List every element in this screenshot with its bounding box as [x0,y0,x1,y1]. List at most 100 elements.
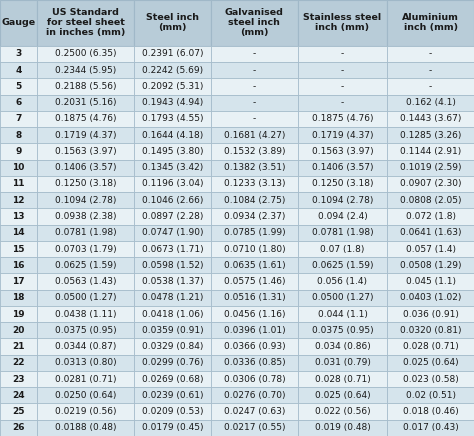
Bar [387,241,474,257]
Bar [37,306,134,322]
Text: 6: 6 [16,98,22,107]
Text: -: - [253,66,256,75]
Bar [37,192,134,208]
Bar [211,143,298,160]
Text: 0.0344 (0.87): 0.0344 (0.87) [55,342,116,351]
Text: 5: 5 [16,82,22,91]
Text: 0.031 (0.79): 0.031 (0.79) [315,358,370,368]
Text: 0.2391 (6.07): 0.2391 (6.07) [142,49,203,58]
Text: US Standard
for steel sheet
in inches (mm): US Standard for steel sheet in inches (m… [46,8,125,37]
Text: 0.025 (0.64): 0.025 (0.64) [403,358,458,368]
Text: 0.1875 (4.76): 0.1875 (4.76) [55,114,117,123]
Text: 0.0375 (0.95): 0.0375 (0.95) [312,326,374,335]
Bar [211,127,298,143]
Text: 0.1285 (3.26): 0.1285 (3.26) [400,131,461,140]
Bar [0,257,37,273]
Bar [387,46,474,62]
Bar [37,111,134,127]
Text: 23: 23 [12,375,25,384]
Text: 0.0359 (0.91): 0.0359 (0.91) [142,326,203,335]
Bar [37,143,134,160]
Bar [387,0,474,46]
Bar [0,290,37,306]
Text: Stainless steel
inch (mm): Stainless steel inch (mm) [303,14,382,32]
Text: 0.036 (0.91): 0.036 (0.91) [402,310,458,319]
Text: 0.0247 (0.63): 0.0247 (0.63) [224,407,285,416]
Bar [0,225,37,241]
Text: 0.0306 (0.78): 0.0306 (0.78) [224,375,285,384]
Text: 0.0418 (1.06): 0.0418 (1.06) [142,310,203,319]
Text: 0.1250 (3.18): 0.1250 (3.18) [55,180,117,188]
Text: 0.02 (0.51): 0.02 (0.51) [406,391,456,400]
Bar [211,355,298,371]
Text: 0.0269 (0.68): 0.0269 (0.68) [142,375,203,384]
Bar [387,208,474,225]
Bar [37,290,134,306]
Text: 0.2242 (5.69): 0.2242 (5.69) [142,66,203,75]
Bar [134,225,211,241]
Text: 0.022 (0.56): 0.022 (0.56) [315,407,370,416]
Bar [211,176,298,192]
Text: 0.1250 (3.18): 0.1250 (3.18) [312,180,373,188]
Text: 0.0250 (0.64): 0.0250 (0.64) [55,391,116,400]
Bar [37,225,134,241]
Bar [0,241,37,257]
Bar [134,95,211,111]
Text: 0.1406 (3.57): 0.1406 (3.57) [55,163,117,172]
Bar [37,78,134,95]
Bar [298,0,387,46]
Bar [211,62,298,78]
Text: 0.1875 (4.76): 0.1875 (4.76) [312,114,373,123]
Text: 0.018 (0.46): 0.018 (0.46) [403,407,458,416]
Bar [298,241,387,257]
Bar [387,420,474,436]
Bar [298,208,387,225]
Bar [298,62,387,78]
Bar [37,387,134,403]
Bar [387,322,474,338]
Bar [211,338,298,355]
Text: 0.034 (0.86): 0.034 (0.86) [315,342,370,351]
Bar [134,176,211,192]
Text: 0.1443 (3.67): 0.1443 (3.67) [400,114,461,123]
Text: 24: 24 [12,391,25,400]
Bar [387,160,474,176]
Bar [134,290,211,306]
Bar [387,95,474,111]
Bar [211,241,298,257]
Bar [0,176,37,192]
Text: 0.057 (1.4): 0.057 (1.4) [406,245,456,253]
Bar [387,257,474,273]
Bar [0,143,37,160]
Text: 0.1094 (2.78): 0.1094 (2.78) [312,196,373,205]
Text: 0.094 (2.4): 0.094 (2.4) [318,212,367,221]
Bar [0,95,37,111]
Text: 0.0897 (2.28): 0.0897 (2.28) [142,212,203,221]
Text: 0.1094 (2.78): 0.1094 (2.78) [55,196,116,205]
Text: 0.025 (0.64): 0.025 (0.64) [315,391,370,400]
Bar [387,403,474,420]
Bar [0,46,37,62]
Text: 0.0538 (1.37): 0.0538 (1.37) [142,277,203,286]
Bar [134,257,211,273]
Bar [134,62,211,78]
Text: 7: 7 [16,114,22,123]
Text: 0.0785 (1.99): 0.0785 (1.99) [224,228,285,237]
Bar [37,322,134,338]
Text: 0.0219 (0.56): 0.0219 (0.56) [55,407,117,416]
Text: 0.1345 (3.42): 0.1345 (3.42) [142,163,203,172]
Bar [134,338,211,355]
Text: 0.1382 (3.51): 0.1382 (3.51) [224,163,285,172]
Text: 8: 8 [16,131,22,140]
Bar [134,78,211,95]
Bar [387,176,474,192]
Bar [0,387,37,403]
Text: 14: 14 [12,228,25,237]
Bar [387,355,474,371]
Bar [211,225,298,241]
Text: 0.1563 (3.97): 0.1563 (3.97) [312,147,374,156]
Text: 0.1943 (4.94): 0.1943 (4.94) [142,98,203,107]
Bar [387,225,474,241]
Text: 0.0276 (0.70): 0.0276 (0.70) [224,391,285,400]
Bar [298,338,387,355]
